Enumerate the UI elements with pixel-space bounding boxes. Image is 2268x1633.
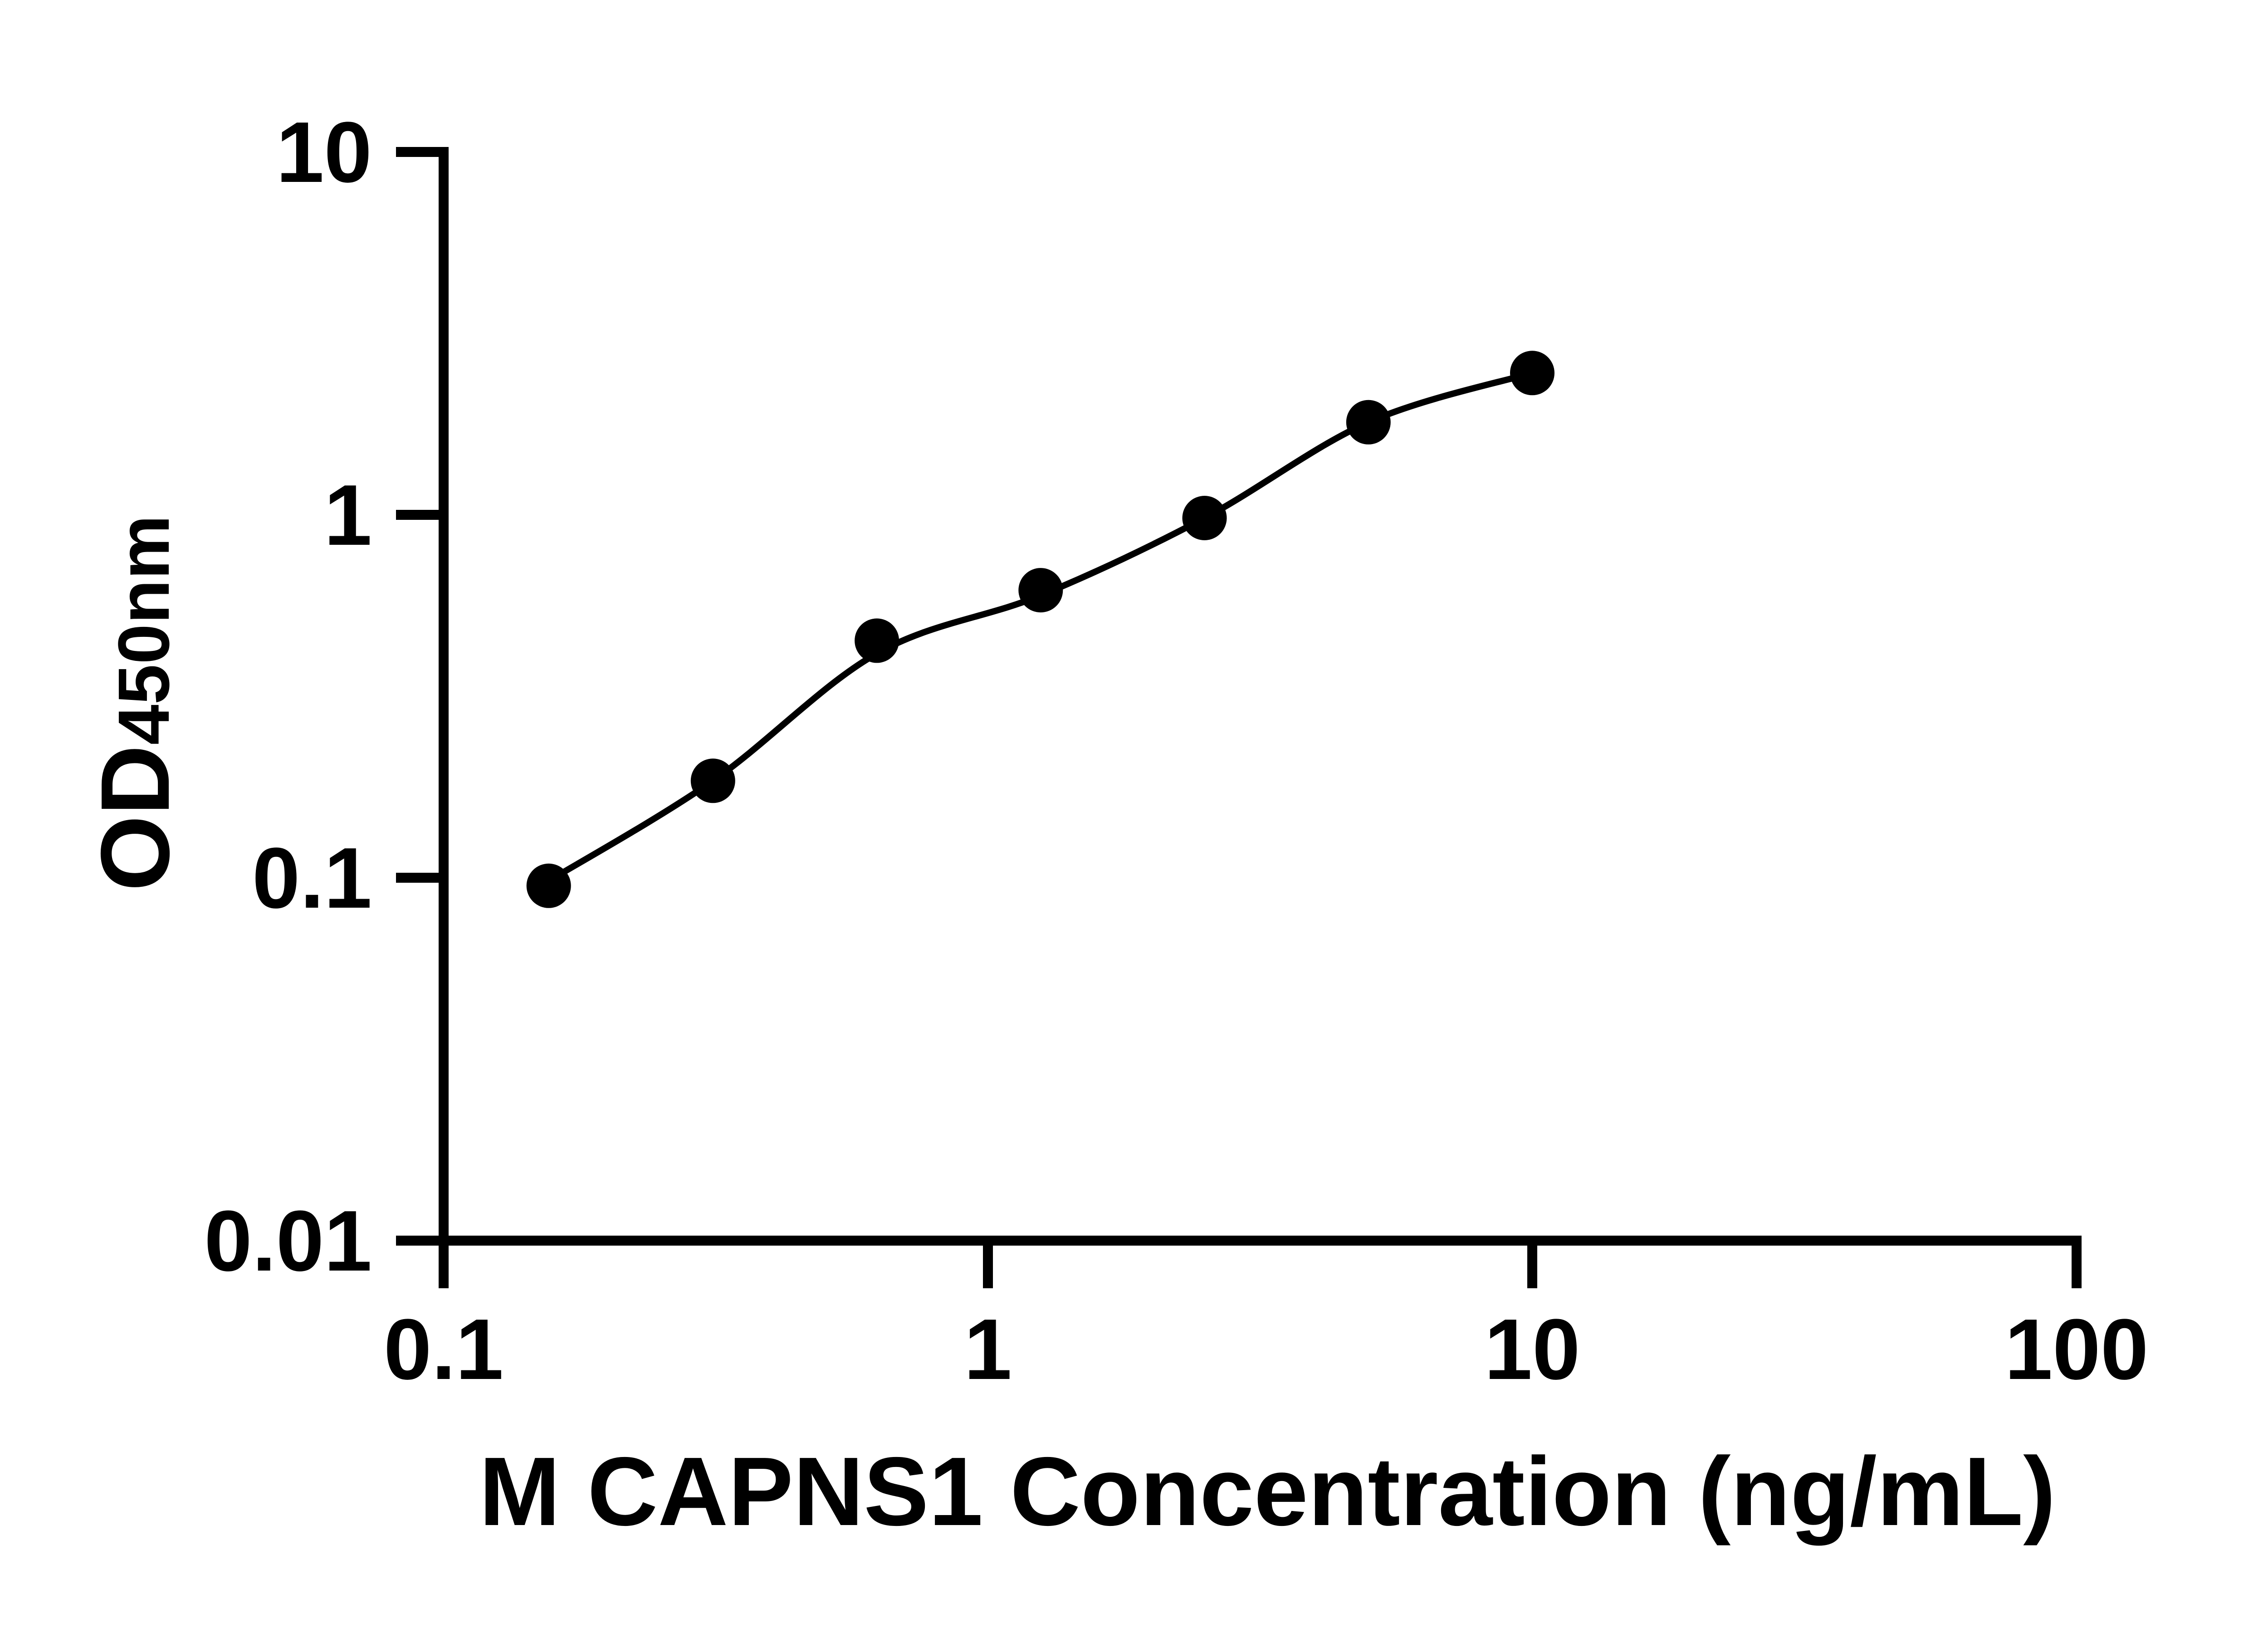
fit-curve-line (545, 370, 1535, 884)
y-axis-title: OD450nm (80, 515, 190, 891)
data-point (1182, 496, 1227, 540)
y-axis-title-sub: 450nm (103, 515, 184, 745)
data-point (526, 863, 571, 908)
x-tick-label: 1 (964, 1301, 1012, 1398)
x-tick-label: 10 (1484, 1301, 1580, 1398)
data-point (690, 758, 735, 803)
x-tick-label: 100 (2004, 1301, 2148, 1398)
data-point (1018, 568, 1063, 613)
y-tick-label: 0.1 (252, 830, 372, 926)
x-axis-title: M CAPNS1 Concentration (ng/mL) (479, 1437, 2056, 1546)
x-tick-label: 0.1 (384, 1301, 503, 1398)
data-point (1346, 400, 1391, 445)
data-point (855, 618, 899, 663)
y-axis-title-main: OD (80, 745, 190, 891)
y-tick-label: 10 (276, 104, 372, 200)
y-tick-label: 1 (324, 467, 372, 563)
data-point (1510, 351, 1554, 396)
y-tick-label: 0.01 (204, 1193, 372, 1289)
